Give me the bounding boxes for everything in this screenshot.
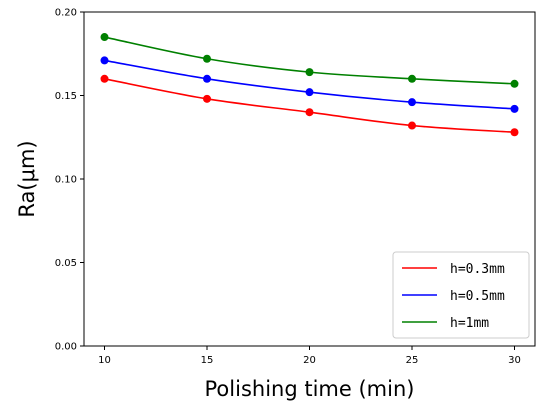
data-point <box>203 94 211 103</box>
legend-label: h=0.3mm <box>450 262 505 277</box>
x-tick-label: 15 <box>201 355 214 366</box>
data-point <box>510 79 519 88</box>
data-point <box>510 104 519 113</box>
data-point <box>510 128 519 137</box>
y-tick-label: 0.15 <box>55 91 77 102</box>
data-point <box>408 74 416 83</box>
x-tick-label: 30 <box>508 355 521 366</box>
series-layer <box>100 33 519 137</box>
data-point <box>100 74 109 83</box>
data-point <box>203 74 211 83</box>
y-axis-title: Ra(μm) <box>15 140 39 217</box>
y-tick-label: 0.05 <box>55 258 77 269</box>
legend: h=0.3mm h=0.5mm h=1mm <box>392 251 530 339</box>
legend-frame <box>392 251 530 339</box>
y-tick-label: 0.00 <box>55 342 77 353</box>
x-axis-ticks: 10 15 20 25 30 <box>98 346 521 366</box>
data-point <box>305 108 314 117</box>
data-point <box>203 54 211 63</box>
y-tick-label: 0.20 <box>55 8 77 19</box>
series-line <box>104 36 515 85</box>
data-point <box>408 121 416 130</box>
x-axis-title: Polishing time (min) <box>205 377 415 401</box>
data-point <box>305 88 314 97</box>
legend-label: h=1mm <box>450 316 489 331</box>
y-tick-label: 0.10 <box>55 175 77 186</box>
data-point <box>100 56 109 65</box>
x-tick-label: 20 <box>303 355 316 366</box>
data-point <box>408 98 416 107</box>
y-axis-ticks: 0.00 0.05 0.10 0.15 0.20 <box>55 8 84 353</box>
series-line <box>104 59 515 110</box>
legend-label: h=0.5mm <box>450 289 505 304</box>
data-point <box>100 33 109 42</box>
x-tick-label: 10 <box>98 355 111 366</box>
data-point <box>305 68 314 77</box>
x-tick-label: 25 <box>406 355 419 366</box>
